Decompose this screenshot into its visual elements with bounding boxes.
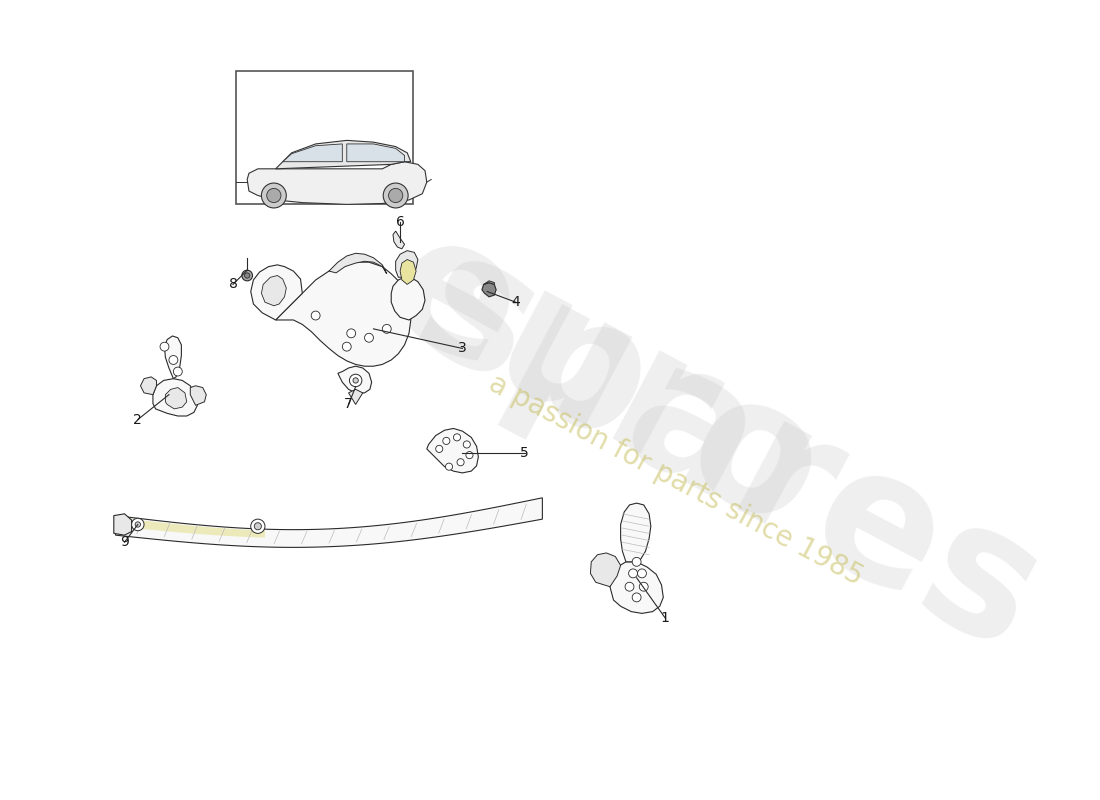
Circle shape	[342, 342, 351, 351]
Polygon shape	[124, 518, 265, 538]
Circle shape	[160, 342, 169, 351]
Circle shape	[262, 183, 286, 208]
Text: 1: 1	[661, 611, 670, 625]
Polygon shape	[393, 231, 405, 249]
Circle shape	[632, 593, 641, 602]
Circle shape	[388, 188, 403, 202]
Polygon shape	[591, 553, 620, 586]
Text: 3: 3	[458, 342, 466, 355]
Circle shape	[456, 458, 464, 466]
Circle shape	[632, 558, 641, 566]
Circle shape	[132, 518, 144, 530]
Text: 4: 4	[512, 295, 520, 309]
Polygon shape	[392, 278, 425, 320]
Text: 9: 9	[120, 535, 129, 550]
Circle shape	[174, 367, 183, 376]
Polygon shape	[116, 498, 542, 547]
Polygon shape	[482, 282, 496, 297]
Polygon shape	[165, 336, 182, 378]
Polygon shape	[346, 144, 405, 162]
Circle shape	[638, 569, 647, 578]
Circle shape	[639, 582, 648, 591]
Polygon shape	[349, 390, 363, 405]
Circle shape	[364, 334, 373, 342]
Polygon shape	[248, 162, 427, 204]
Circle shape	[453, 434, 461, 441]
Polygon shape	[427, 429, 478, 473]
Bar	[235, 71, 414, 204]
Polygon shape	[276, 262, 410, 366]
Circle shape	[443, 438, 450, 445]
Text: spares: spares	[388, 217, 1069, 690]
Polygon shape	[400, 259, 416, 285]
Circle shape	[353, 378, 359, 383]
Text: a passion for parts since 1985: a passion for parts since 1985	[484, 369, 868, 591]
Polygon shape	[190, 386, 207, 406]
Polygon shape	[153, 378, 197, 416]
Circle shape	[311, 311, 320, 320]
Text: 2: 2	[133, 413, 142, 426]
Circle shape	[242, 270, 253, 281]
Circle shape	[135, 522, 141, 527]
Circle shape	[383, 183, 408, 208]
Polygon shape	[396, 250, 418, 278]
Polygon shape	[276, 140, 410, 169]
Text: 8: 8	[229, 278, 238, 291]
Polygon shape	[329, 254, 387, 274]
Circle shape	[251, 519, 265, 534]
Polygon shape	[251, 265, 302, 320]
Polygon shape	[262, 275, 286, 306]
Circle shape	[446, 463, 452, 470]
Polygon shape	[620, 503, 651, 562]
Polygon shape	[484, 281, 494, 285]
Text: 5: 5	[520, 446, 529, 460]
Polygon shape	[165, 387, 187, 409]
Circle shape	[266, 188, 280, 202]
Polygon shape	[283, 144, 342, 162]
Circle shape	[628, 569, 638, 578]
Polygon shape	[338, 366, 372, 393]
Circle shape	[244, 273, 250, 278]
Circle shape	[169, 355, 178, 365]
Circle shape	[436, 446, 443, 453]
Circle shape	[346, 329, 355, 338]
Circle shape	[254, 522, 262, 530]
Text: euro: euro	[359, 196, 850, 569]
Circle shape	[350, 374, 362, 386]
Text: 7: 7	[344, 398, 353, 411]
Circle shape	[466, 451, 473, 458]
Circle shape	[625, 582, 634, 591]
Polygon shape	[113, 514, 132, 535]
Polygon shape	[141, 377, 156, 394]
Polygon shape	[609, 562, 663, 614]
Circle shape	[383, 325, 392, 334]
Circle shape	[463, 441, 471, 448]
Text: 6: 6	[396, 215, 405, 229]
